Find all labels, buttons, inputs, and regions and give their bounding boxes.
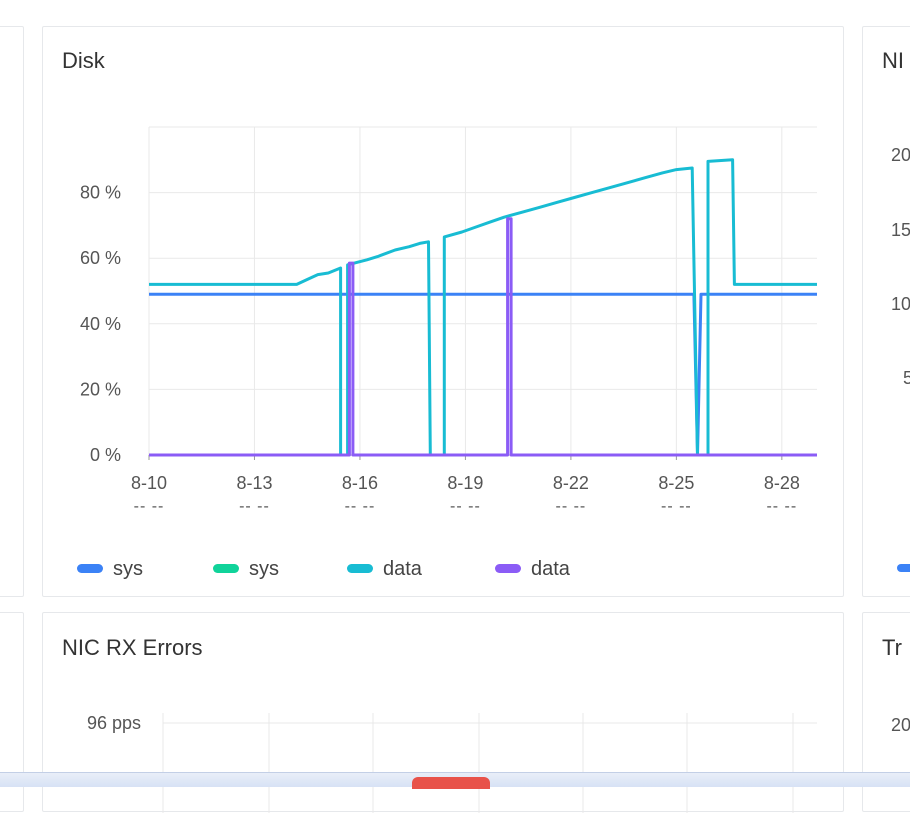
y-tick-label: 20	[891, 715, 910, 735]
right-bottom-card-title: Tr	[882, 635, 902, 660]
chart-series	[149, 158, 817, 457]
x-tick-label: 8-25	[658, 473, 694, 493]
left-partial-card	[0, 26, 24, 597]
x-axis-ticks: 8-10 -- -- 8-13 -- -- 8-16 -- -- 8-19 -- -- 8-22…	[131, 473, 800, 515]
right-partial-card: NI 20 15 10 5	[862, 26, 910, 597]
legend-swatch	[495, 564, 521, 573]
x-tick-sublabel: -- --	[134, 498, 165, 515]
x-tick-sublabel: -- --	[766, 498, 797, 515]
x-tick-label: 8-13	[236, 473, 272, 493]
x-tick-label: 8-22	[553, 473, 589, 493]
x-tick-sublabel: -- --	[345, 498, 376, 515]
x-tick-sublabel: -- --	[661, 498, 692, 515]
y-tick-label: 20	[891, 145, 910, 165]
x-tick-sublabel: -- --	[556, 498, 587, 515]
legend-item-sys[interactable]: sys	[113, 558, 143, 580]
legend-swatch	[213, 564, 239, 573]
x-tick-sublabel: -- --	[450, 498, 481, 515]
disk-chart-title: Disk	[62, 48, 105, 73]
y-tick-label: 0 %	[90, 445, 121, 465]
y-tick-label: 96 pps	[87, 713, 141, 733]
right-card-title: NI	[882, 48, 904, 73]
series-line-sys-0	[149, 292, 817, 457]
taskbar	[0, 772, 910, 789]
y-tick-label: 80 %	[80, 183, 121, 203]
chart-grid	[162, 713, 817, 813]
nic-rx-errors-title: NIC RX Errors	[62, 635, 203, 660]
disk-chart: 0 %20 %40 %60 %80 % 8-10-- --8-13-- --8-…	[77, 126, 817, 580]
y-tick-label: 5	[903, 368, 910, 388]
y-tick-label: 20 %	[80, 379, 121, 399]
dashboard-page: Disk 0 % 20 % 40 % 60 % 80 % 8-10 -- -- 8-13 --…	[0, 26, 910, 813]
legend-item-data[interactable]: data	[383, 558, 423, 580]
y-axis-ticks: 0 % 20 % 40 % 60 % 80 %	[80, 183, 121, 465]
disk-chart-card: Disk 0 % 20 % 40 % 60 % 80 % 8-10 -- -- 8-13 --…	[42, 26, 844, 597]
legend-swatch	[897, 564, 910, 572]
y-tick-label: 10	[891, 294, 910, 314]
legend-item-sys[interactable]: sys	[249, 558, 279, 580]
y-tick-label: 40 %	[80, 314, 121, 334]
taskbar-button[interactable]	[412, 777, 490, 789]
legend-swatch	[347, 564, 373, 573]
x-tick-label: 8-10	[131, 473, 167, 493]
legend-item-data[interactable]: data	[531, 558, 571, 580]
right-bottom-card-axis: 20	[891, 715, 910, 735]
x-tick-label: 8-19	[447, 473, 483, 493]
x-tick-sublabel: -- --	[239, 498, 270, 515]
y-axis-ticks: 96 pps	[87, 713, 141, 733]
y-tick-label: 60 %	[80, 248, 121, 268]
x-tick-label: 8-16	[342, 473, 378, 493]
right-card-axis: 20 15 10 5	[891, 145, 910, 572]
chart-legend[interactable]: sys sys data data	[77, 558, 571, 580]
chart-grid	[148, 126, 817, 460]
y-tick-label: 15	[891, 220, 910, 240]
series-line-data-2	[149, 158, 817, 457]
legend-swatch	[77, 564, 103, 573]
x-tick-label: 8-28	[764, 473, 800, 493]
series-line-data-3	[149, 217, 817, 457]
